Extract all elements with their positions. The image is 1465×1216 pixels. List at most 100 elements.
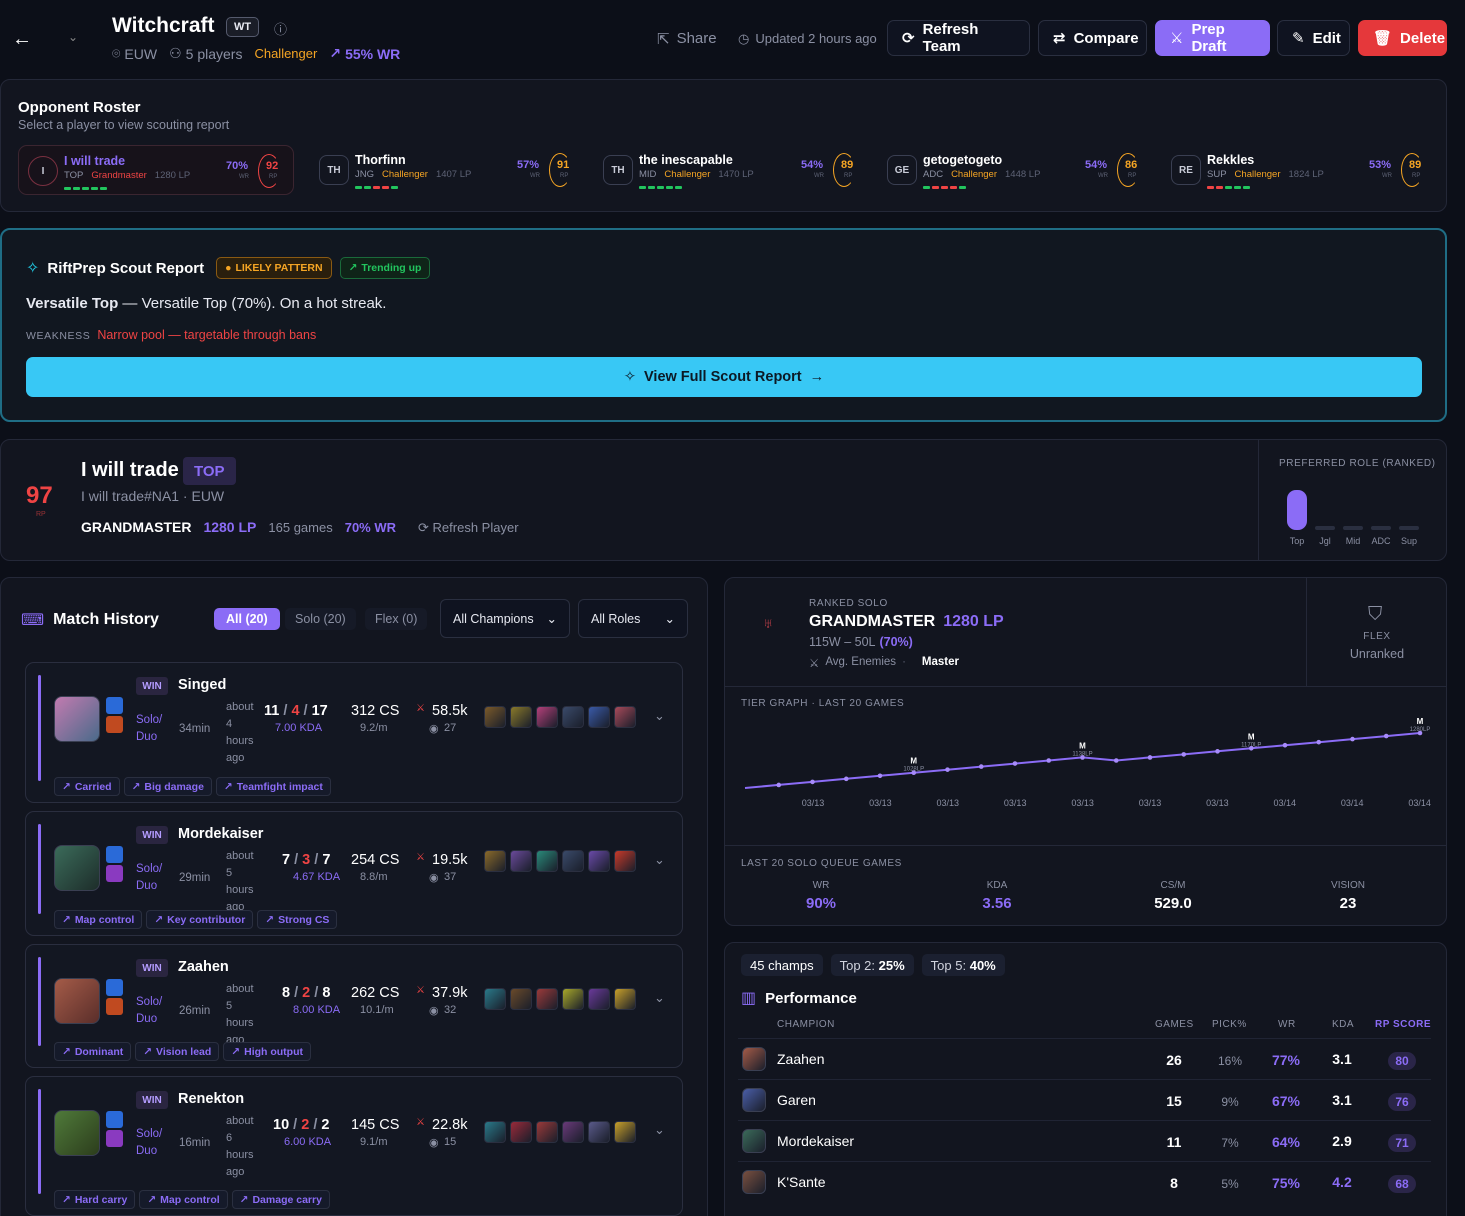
col-kda[interactable]: KDA — [1332, 1019, 1355, 1030]
item-icon — [614, 706, 636, 728]
recent-form-bar — [64, 187, 107, 190]
stat-label: VISION — [1331, 880, 1365, 891]
ranked-record: 115W – 50L — [809, 635, 876, 649]
share-button[interactable]: ⇱ Share — [657, 30, 717, 48]
match-row[interactable]: WIN Singed Solo/Duo 34min about 4 hours ago 11 /… — [25, 662, 683, 803]
refresh-player-button[interactable]: ⟳ Refresh Player — [418, 520, 519, 535]
champ-rp-score: 80 — [1388, 1052, 1416, 1070]
match-row[interactable]: WIN Renekton Solo/Duo 16min about 6 hours ago 10… — [25, 1076, 683, 1216]
chevron-down-icon[interactable]: ⌄ — [654, 990, 665, 1005]
chevron-down-icon[interactable]: ⌄ — [654, 708, 665, 723]
kda-ratio: 7.00 KDA — [275, 722, 323, 734]
tab-all[interactable]: All (20) — [214, 608, 280, 630]
tier-graph-tick: 03/13 — [1004, 798, 1027, 808]
tier-marker: M — [1248, 732, 1255, 741]
col-pick[interactable]: PICK% — [1212, 1019, 1247, 1030]
match-tags: ↗ Dominant ↗ Vision lead ↗ High output — [54, 1042, 315, 1061]
match-row[interactable]: WIN Mordekaiser Solo/Duo 29min about 5 hours a… — [25, 811, 683, 936]
player-avatar: RE — [1171, 155, 1201, 185]
queue-type: Solo/ — [136, 996, 163, 1008]
match-tag: ↗ Strong CS — [257, 910, 338, 929]
item-icon — [562, 1121, 584, 1143]
match-ago: about 4 hours ago — [226, 699, 260, 767]
delete-button[interactable]: 🗑 Delete — [1358, 20, 1447, 56]
assists: 8 — [322, 985, 331, 1001]
kda-ratio: 4.67 KDA — [293, 871, 341, 883]
col-wr[interactable]: WR — [1278, 1019, 1296, 1030]
avg-enemies-label: Avg. Enemies — [825, 656, 897, 668]
roster-player-card[interactable]: RE Rekkles SUP Challenger 1824 LP 53% WR 89 RP — [1162, 145, 1438, 195]
help-icon[interactable]: ⓘ — [274, 22, 288, 37]
wr-label: WR — [814, 173, 824, 179]
tab-flex[interactable]: Flex (0) — [365, 608, 428, 630]
champ-wr: 75% — [1271, 1175, 1301, 1191]
champ-games: 15 — [1166, 1093, 1182, 1109]
performance-row[interactable]: Zaahen 26 16% 77% 3.1 80 — [738, 1038, 1431, 1079]
player-score: 97 — [26, 482, 53, 509]
performance-row[interactable]: Garen 15 9% 67% 3.1 76 — [738, 1079, 1431, 1120]
tier-graph-tick: 03/13 — [937, 798, 960, 808]
chevron-down-icon[interactable]: ⌄ — [654, 1122, 665, 1137]
match-duration: 16min — [179, 1137, 211, 1149]
vision-score: 37 — [444, 871, 457, 883]
wr-label: WR — [239, 174, 249, 180]
rp-label: RP — [560, 173, 569, 179]
col-champion[interactable]: CHAMPION — [777, 1019, 835, 1030]
col-rp-score[interactable]: RP SCORE — [1375, 1019, 1432, 1030]
champion-filter-select[interactable]: All Champions ⌄ — [440, 599, 570, 638]
flex-value: Unranked — [1349, 647, 1405, 661]
back-arrow-icon[interactable]: ← — [12, 28, 32, 50]
role-label: Mid — [1345, 536, 1361, 546]
match-row[interactable]: WIN Zaahen Solo/Duo 26min about 5 hours ago 8 /… — [25, 944, 683, 1068]
player-tier: Challenger — [951, 169, 998, 180]
roster-player-card[interactable]: GE getogetogeto ADC Challenger 1448 LP 54% WR 8… — [878, 145, 1154, 195]
champion-icon — [742, 1088, 766, 1112]
rp-label: RP — [269, 174, 278, 180]
scout-title: RiftPrep Scout Report — [47, 259, 205, 277]
champion-portrait — [54, 978, 100, 1024]
player-tier: Challenger — [1234, 169, 1281, 180]
player-name: the inescapable — [639, 153, 733, 167]
match-ago-word: hours — [226, 884, 254, 896]
summoner-spell-icon — [106, 865, 123, 882]
col-games[interactable]: GAMES — [1155, 1019, 1194, 1030]
scout-headline: Versatile Top — Versatile Top (70%). On … — [26, 295, 387, 312]
roster-player-card[interactable]: TH the inescapable MID Challenger 1470 LP 54%… — [594, 145, 870, 195]
role-label: Jgl — [1319, 536, 1331, 546]
tier-point — [1181, 752, 1187, 757]
chevron-down-icon[interactable]: ⌄ — [654, 852, 665, 867]
prep-draft-button[interactable]: ⚔ Prep Draft — [1155, 20, 1270, 56]
player-name: getogetogeto — [923, 153, 1003, 167]
trend-up-icon: ↗ — [147, 1193, 157, 1206]
champion-name: Zaahen — [777, 1051, 825, 1067]
chevron-down-icon: ⌄ — [664, 612, 675, 626]
tag-label: Carried — [74, 780, 112, 793]
tag-label: Key contributor — [167, 913, 246, 926]
view-scout-report-button[interactable]: ✧ View Full Scout Report → — [26, 357, 1422, 397]
tier-point — [1012, 761, 1018, 766]
pencil-icon: ✎ — [1292, 30, 1305, 47]
player-avatar: GE — [887, 155, 917, 185]
edit-button[interactable]: ✎ Edit — [1277, 20, 1350, 56]
role-filter-select[interactable]: All Roles ⌄ — [578, 599, 688, 638]
vision-score: 15 — [444, 1136, 457, 1148]
champ-wr: 67% — [1271, 1093, 1301, 1109]
role-bar — [1399, 526, 1419, 530]
ranked-lp: 1280 LP — [943, 613, 1004, 630]
player-rp: 89 — [841, 159, 854, 171]
tab-solo[interactable]: Solo (20) — [285, 608, 356, 630]
roster-player-card[interactable]: I I will trade TOP Grandmaster 1280 LP 70% WR 9… — [18, 145, 294, 195]
match-tags: ↗ Map control ↗ Key contributor ↗ Strong CS — [54, 910, 341, 929]
roster-player-card[interactable]: TH Thorfinn JNG Challenger 1407 LP 57% WR 91 RP — [310, 145, 586, 195]
match-history-title: Match History — [53, 611, 159, 628]
performance-row[interactable]: K'Sante 8 5% 75% 4.2 68 — [738, 1161, 1431, 1202]
item-icon — [536, 706, 558, 728]
item-icon — [614, 850, 636, 872]
player-tier: Grandmaster — [91, 170, 147, 181]
champ-pick: 16% — [1217, 1054, 1243, 1068]
compare-button[interactable]: ⇄ Compare — [1038, 20, 1147, 56]
refresh-team-button[interactable]: ⟳ Refresh Team — [887, 20, 1030, 56]
performance-row[interactable]: Mordekaiser 11 7% 64% 2.9 71 — [738, 1120, 1431, 1161]
role-label: ADC — [1371, 536, 1391, 546]
tier-graph-tick: 03/13 — [802, 798, 825, 808]
